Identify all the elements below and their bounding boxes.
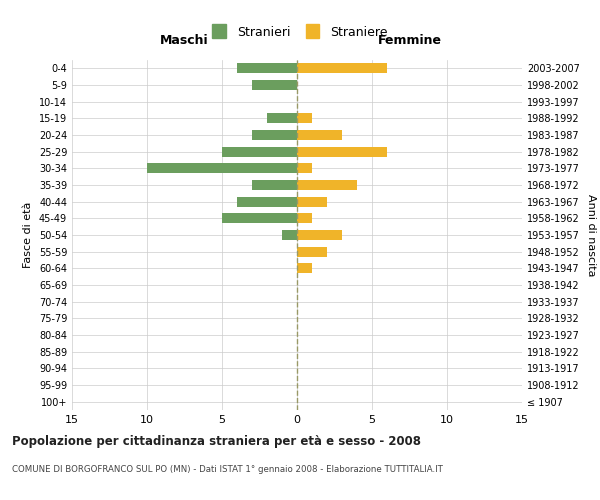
Y-axis label: Fasce di età: Fasce di età (23, 202, 33, 268)
Y-axis label: Anni di nascita: Anni di nascita (586, 194, 596, 276)
Bar (297, 64, 387, 74)
Bar (222, 214, 297, 224)
Bar (297, 146, 387, 156)
Bar (297, 264, 312, 274)
Bar (252, 180, 297, 190)
Bar (297, 246, 327, 256)
Bar (282, 230, 297, 240)
Bar (297, 130, 342, 140)
Bar (267, 114, 297, 124)
Bar (147, 164, 297, 173)
Text: Maschi: Maschi (160, 34, 209, 46)
Text: Femmine: Femmine (377, 34, 442, 46)
Bar (297, 214, 312, 224)
Text: Popolazione per cittadinanza straniera per età e sesso - 2008: Popolazione per cittadinanza straniera p… (12, 435, 421, 448)
Bar (297, 114, 312, 124)
Bar (237, 196, 297, 206)
Bar (297, 230, 342, 240)
Legend: Stranieri, Straniere: Stranieri, Straniere (207, 21, 393, 44)
Bar (222, 146, 297, 156)
Bar (297, 196, 327, 206)
Bar (252, 130, 297, 140)
Bar (297, 180, 357, 190)
Bar (237, 64, 297, 74)
Bar (252, 80, 297, 90)
Text: COMUNE DI BORGOFRANCO SUL PO (MN) - Dati ISTAT 1° gennaio 2008 - Elaborazione TU: COMUNE DI BORGOFRANCO SUL PO (MN) - Dati… (12, 465, 443, 474)
Bar (297, 164, 312, 173)
